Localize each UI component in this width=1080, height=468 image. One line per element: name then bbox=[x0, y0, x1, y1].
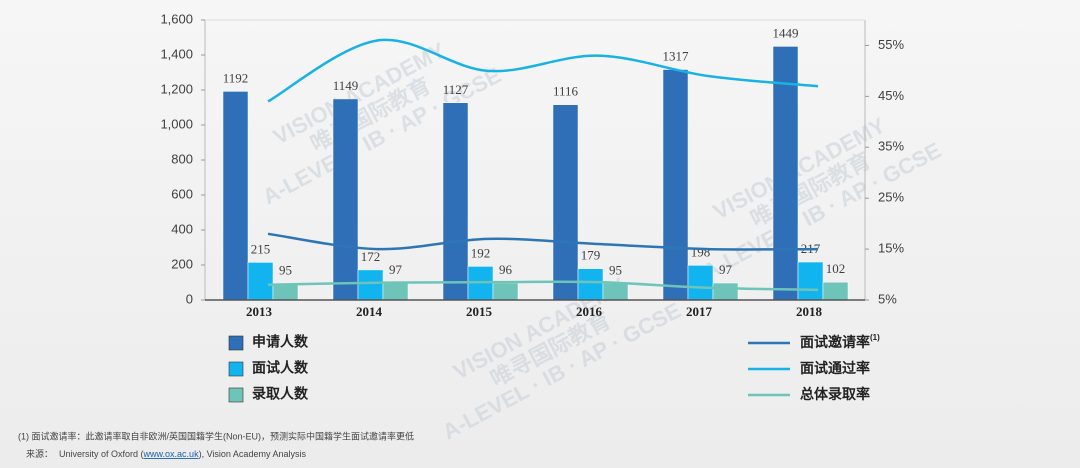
bar bbox=[442, 102, 469, 301]
value-label: 1317 bbox=[663, 49, 690, 64]
legend-note: (1) bbox=[870, 333, 880, 342]
bar bbox=[552, 104, 579, 301]
x-tick-label: 2016 bbox=[576, 304, 603, 319]
bar bbox=[332, 98, 359, 301]
bar bbox=[222, 91, 249, 301]
y-tick-label: 600 bbox=[171, 186, 193, 201]
legend-name: 面试通过率 bbox=[800, 360, 870, 376]
value-label: 1116 bbox=[553, 84, 579, 99]
source-text: University of Oxford ( bbox=[59, 449, 144, 459]
bar bbox=[382, 282, 409, 301]
legend-name: 面试邀请率 bbox=[800, 334, 870, 350]
y2-tick-label: 55% bbox=[878, 37, 904, 52]
value-label: 172 bbox=[361, 249, 381, 264]
y2-tick-label: 15% bbox=[878, 241, 904, 256]
line bbox=[267, 280, 819, 292]
legend-swatch bbox=[228, 361, 244, 377]
value-label: 95 bbox=[279, 262, 292, 277]
bar bbox=[492, 282, 519, 301]
y-tick-label: 1,200 bbox=[160, 81, 193, 96]
bar bbox=[822, 281, 849, 301]
bar bbox=[797, 261, 824, 301]
y-tick-label: 1,000 bbox=[160, 116, 193, 131]
y2-tick-label: 25% bbox=[878, 190, 904, 205]
bar bbox=[687, 265, 714, 301]
y-tick-label: 200 bbox=[171, 256, 193, 271]
value-label: 192 bbox=[471, 245, 491, 260]
value-label: 96 bbox=[499, 262, 513, 277]
legend-label: 面试人数 bbox=[252, 360, 309, 376]
value-label: 179 bbox=[581, 248, 601, 263]
legend-swatch bbox=[228, 335, 244, 351]
bar bbox=[712, 282, 739, 301]
y-tick-label: 800 bbox=[171, 151, 193, 166]
legend-label: 申请人数 bbox=[252, 334, 309, 350]
legend-label: 面试通过率 bbox=[800, 360, 870, 376]
source-suffix: ), Vision Academy Analysis bbox=[199, 449, 307, 459]
x-tick-label: 2017 bbox=[686, 304, 713, 319]
value-label: 215 bbox=[251, 241, 271, 256]
value-label: 1192 bbox=[223, 70, 249, 85]
y-tick-label: 400 bbox=[171, 221, 193, 236]
value-label: 102 bbox=[826, 261, 846, 276]
line bbox=[267, 232, 819, 251]
y-tick-label: 0 bbox=[186, 291, 193, 306]
value-label: 1149 bbox=[333, 78, 359, 93]
value-label: 1449 bbox=[773, 25, 799, 40]
y-tick-label: 1,400 bbox=[160, 46, 193, 61]
value-label: 95 bbox=[609, 262, 622, 277]
y2-tick-label: 35% bbox=[878, 139, 904, 154]
x-tick-label: 2014 bbox=[356, 304, 383, 319]
legend-label: 面试邀请率(1) bbox=[800, 333, 880, 350]
bar bbox=[247, 262, 274, 301]
legend-swatch bbox=[228, 387, 244, 403]
x-tick-label: 2015 bbox=[466, 304, 493, 319]
bar bbox=[662, 69, 689, 301]
bar bbox=[272, 283, 299, 301]
x-tick-label: 2013 bbox=[246, 304, 273, 319]
legend-label: 总体录取率 bbox=[800, 386, 870, 402]
value-label: 97 bbox=[389, 262, 403, 277]
source-prefix: 来源： bbox=[26, 449, 53, 459]
source: 来源： University of Oxford (www.ox.ac.uk), … bbox=[26, 449, 306, 459]
legend-name: 总体录取率 bbox=[800, 386, 870, 402]
y-tick-label: 1,600 bbox=[160, 11, 193, 26]
footnote: (1) 面试邀请率：此邀请率取自非欧洲/英国国籍学生(Non-EU)，预测实际中… bbox=[18, 430, 414, 441]
bar bbox=[357, 269, 384, 301]
line bbox=[267, 38, 819, 103]
bar bbox=[577, 268, 604, 301]
value-label: 97 bbox=[719, 262, 733, 277]
y2-tick-label: 45% bbox=[878, 88, 904, 103]
legend-label: 录取人数 bbox=[252, 386, 309, 402]
bar bbox=[602, 283, 629, 301]
x-tick-label: 2018 bbox=[796, 304, 823, 319]
y2-tick-label: 5% bbox=[878, 291, 897, 306]
value-label: 198 bbox=[691, 244, 711, 259]
value-label: 1127 bbox=[443, 82, 469, 97]
bar bbox=[772, 46, 799, 301]
source-link[interactable]: www.ox.ac.uk bbox=[143, 449, 200, 459]
